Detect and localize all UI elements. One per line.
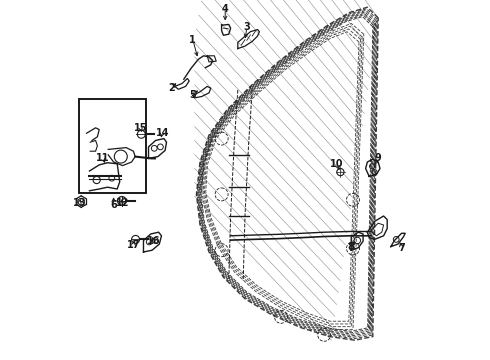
Text: 3: 3 (244, 22, 250, 32)
Text: 11: 11 (96, 153, 110, 163)
Text: 17: 17 (126, 240, 140, 250)
Text: 13: 13 (73, 198, 86, 208)
Text: 9: 9 (375, 153, 382, 163)
Text: 5: 5 (190, 90, 196, 100)
Text: 8: 8 (348, 242, 355, 252)
Text: 7: 7 (398, 243, 405, 253)
Text: 15: 15 (134, 123, 147, 133)
Text: 16: 16 (147, 236, 160, 246)
Text: 12: 12 (116, 198, 129, 208)
Text: 14: 14 (155, 128, 169, 138)
Text: 10: 10 (330, 159, 343, 169)
Text: 2: 2 (168, 83, 174, 93)
Text: 1: 1 (190, 35, 196, 45)
Text: 6: 6 (110, 200, 117, 210)
Text: 4: 4 (222, 4, 228, 14)
Bar (79, 99, 146, 193)
